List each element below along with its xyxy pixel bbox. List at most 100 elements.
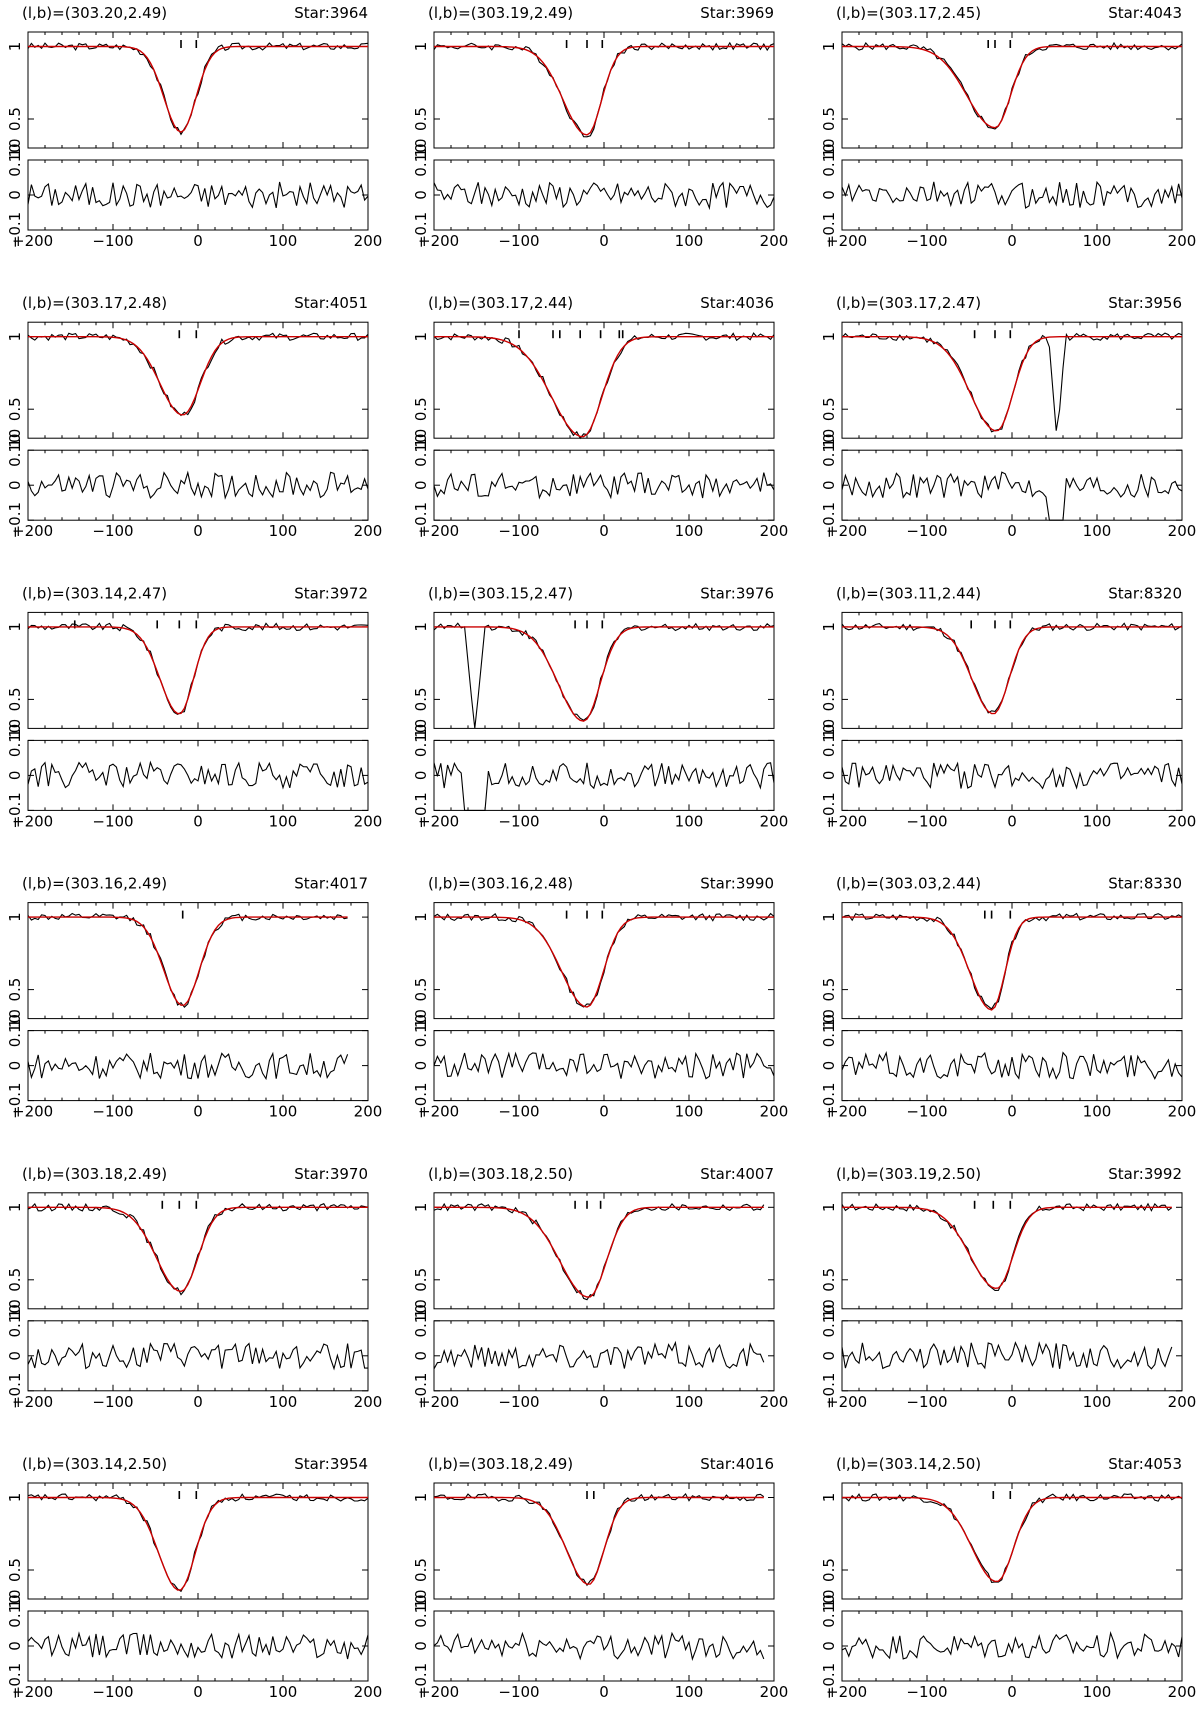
x-tick-label: −100 <box>498 522 539 540</box>
residual-line <box>27 1342 368 1371</box>
residual-y-tick-label: 0 <box>412 771 430 781</box>
profile-y-tick-label: 0.5 <box>820 978 838 1002</box>
x-tick-label: 200 <box>760 1103 789 1121</box>
profile-y-tick-label: 1 <box>6 332 24 342</box>
x-tick-label: −100 <box>92 1103 133 1121</box>
residual-y-tick-label: 0 <box>412 1061 430 1071</box>
x-tick-label: +200 <box>826 812 867 830</box>
panel-coord-label: (l,b)=(303.17,2.48) <box>22 294 167 312</box>
x-tick-label: 0 <box>193 812 203 830</box>
panel-18: (l,b)=(303.14,2.50) Star:4053+200 −100 0 100… <box>820 1455 1196 1701</box>
profile-frame <box>27 1482 369 1600</box>
x-tick-label: 100 <box>1083 1393 1112 1411</box>
residual-y-tick-label: −0.1 <box>820 502 838 538</box>
residual-y-tick-label: 0.10 <box>6 143 24 176</box>
panel-12: (l,b)=(303.03,2.44) Star:8330+200 −100 0 100… <box>820 875 1196 1121</box>
residual-y-tick-label: 0.10 <box>820 1014 838 1047</box>
profile-y-tick-label: 0.5 <box>6 397 24 421</box>
panel-10: (l,b)=(303.16,2.49) Star:4017+200 −100 0 100… <box>6 875 382 1121</box>
x-tick-label: −100 <box>92 1683 133 1701</box>
residual-y-tick-label: −0.1 <box>820 212 838 248</box>
panel-star-label: Star:4016 <box>700 1455 774 1473</box>
residual-line <box>433 761 775 811</box>
model-profile-line <box>28 626 368 715</box>
residual-line <box>433 1631 765 1661</box>
residual-line <box>433 471 775 500</box>
residual-y-tick-label: 0.10 <box>820 1594 838 1627</box>
residual-frame <box>841 1610 1183 1682</box>
residual-frame <box>27 1030 369 1102</box>
x-tick-label: 200 <box>354 1393 383 1411</box>
model-profile-line <box>842 336 1182 432</box>
panel-star-label: Star:3990 <box>700 875 774 893</box>
residual-y-tick-label: −0.1 <box>412 792 430 828</box>
residual-line <box>841 180 1183 209</box>
profile-y-tick-label: 1 <box>412 42 430 52</box>
profile-y-tick-label: 0.5 <box>820 397 838 421</box>
x-tick-label: 100 <box>1083 522 1112 540</box>
x-tick-label: 100 <box>1083 812 1112 830</box>
x-tick-label: 100 <box>675 1103 704 1121</box>
profile-y-tick-label: 0.5 <box>820 107 838 131</box>
residual-y-tick-label: 0.10 <box>6 1014 24 1047</box>
residual-y-tick-label: 0.10 <box>412 1594 430 1627</box>
observed-profile-line <box>433 622 775 729</box>
panel-coord-label: (l,b)=(303.19,2.49) <box>428 4 573 22</box>
panel-star-label: Star:3969 <box>700 4 774 22</box>
profile-y-tick-label: 1 <box>412 1203 430 1213</box>
profile-y-tick-label: 1 <box>6 912 24 922</box>
x-tick-label: 100 <box>675 1683 704 1701</box>
residual-line <box>27 1051 349 1081</box>
profile-frame <box>433 321 775 439</box>
panel-star-label: Star:3964 <box>294 4 368 22</box>
residual-line <box>27 181 369 209</box>
profile-y-tick-label: 0.5 <box>820 1268 838 1292</box>
residual-y-tick-label: 0 <box>6 1641 24 1651</box>
profile-y-bottom-label: 10 <box>820 1299 838 1318</box>
residual-line <box>841 1050 1183 1080</box>
residual-y-tick-label: −0.1 <box>6 212 24 248</box>
profile-y-tick-label: 1 <box>412 622 430 632</box>
residual-frame <box>27 739 369 811</box>
profile-y-tick-label: 0.5 <box>412 107 430 131</box>
x-tick-label: +200 <box>418 1103 459 1121</box>
x-tick-label: 100 <box>675 812 704 830</box>
x-tick-label: 200 <box>354 812 383 830</box>
x-tick-label: 0 <box>599 812 609 830</box>
panel-star-label: Star:4043 <box>1108 4 1182 22</box>
x-tick-label: 0 <box>1007 232 1017 250</box>
residual-y-tick-label: −0.1 <box>820 1082 838 1118</box>
x-tick-label: +200 <box>826 1683 867 1701</box>
panel-coord-label: (l,b)=(303.16,2.48) <box>428 875 573 893</box>
residual-frame <box>27 159 369 231</box>
profile-y-bottom-label: 10 <box>6 138 24 157</box>
residual-y-tick-label: 0 <box>820 1351 838 1361</box>
x-tick-label: 0 <box>1007 1683 1017 1701</box>
profile-y-tick-label: 1 <box>820 1493 838 1503</box>
profile-y-tick-label: 0.5 <box>412 1268 430 1292</box>
profile-y-tick-label: 0.5 <box>6 1558 24 1582</box>
panel-coord-label: (l,b)=(303.17,2.45) <box>836 4 981 22</box>
residual-frame <box>841 1030 1183 1102</box>
residual-y-tick-label: −0.1 <box>412 212 430 248</box>
observed-profile-line <box>433 41 775 138</box>
panel-star-label: Star:3970 <box>294 1165 368 1183</box>
profile-y-bottom-label: 10 <box>6 1009 24 1028</box>
residual-y-tick-label: −0.1 <box>412 1663 430 1699</box>
profile-y-bottom-label: 10 <box>820 719 838 738</box>
residual-y-tick-label: −0.1 <box>6 1082 24 1118</box>
profile-y-tick-label: 0.5 <box>412 978 430 1002</box>
observed-profile-line <box>841 332 1183 433</box>
panel-star-label: Star:3956 <box>1108 294 1182 312</box>
profile-y-tick-label: 1 <box>820 332 838 342</box>
x-tick-label: +200 <box>418 232 459 250</box>
profile-y-tick-label: 1 <box>820 1203 838 1213</box>
panel-6: (l,b)=(303.17,2.47) Star:3956+200 −100 0 100… <box>820 294 1196 540</box>
panel-coord-label: (l,b)=(303.15,2.47) <box>428 584 573 602</box>
profile-frame <box>433 1482 775 1600</box>
residual-y-tick-label: −0.1 <box>6 792 24 828</box>
panel-13: (l,b)=(303.18,2.49) Star:3970+200 −100 0 100… <box>6 1165 382 1411</box>
residual-line <box>433 1051 775 1080</box>
x-tick-label: 200 <box>1168 1393 1197 1411</box>
residual-y-tick-label: 0 <box>412 1641 430 1651</box>
